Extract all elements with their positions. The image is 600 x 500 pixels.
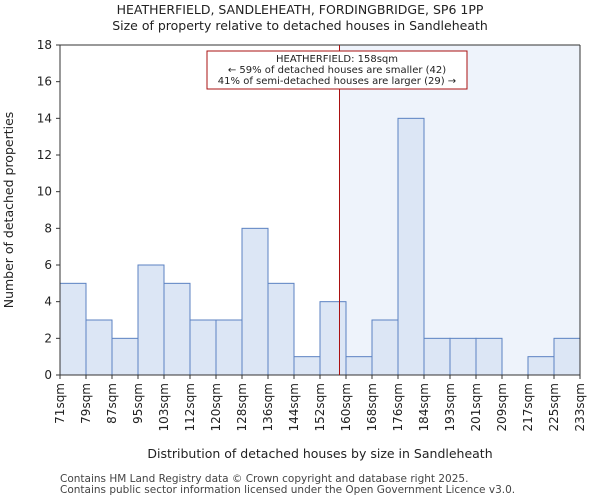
- bar: [189, 319, 217, 376]
- x-tick-label: 233sqm: [573, 383, 587, 431]
- x-tick-label: 217sqm: [521, 383, 535, 431]
- x-tick-label: 103sqm: [157, 383, 171, 431]
- bar: [371, 319, 399, 376]
- x-tick-label: 71sqm: [53, 383, 67, 424]
- bar: [267, 282, 295, 376]
- x-tick-label: 193sqm: [443, 383, 457, 431]
- x-axis-label: Distribution of detached houses by size …: [147, 446, 492, 461]
- y-tick-label: 2: [44, 331, 52, 345]
- bar: [319, 301, 347, 376]
- x-tick-label: 152sqm: [313, 383, 327, 431]
- bar: [241, 227, 269, 376]
- bar: [137, 264, 165, 376]
- y-tick-label: 12: [37, 148, 52, 162]
- y-tick-label: 14: [37, 111, 52, 125]
- x-tick-label: 112sqm: [183, 383, 197, 431]
- annotation-line-1: HEATHERFIELD: 158sqm: [276, 54, 398, 65]
- x-tick-label: 209sqm: [495, 383, 509, 431]
- y-tick-label: 0: [44, 368, 52, 382]
- bar: [215, 319, 243, 376]
- bar: [59, 282, 87, 376]
- y-tick-label: 4: [44, 295, 52, 309]
- x-tick-label: 225sqm: [547, 383, 561, 431]
- bar: [449, 337, 477, 376]
- y-axis-label: Number of detached properties: [1, 112, 16, 309]
- bar: [475, 337, 503, 376]
- annotation-box: [206, 50, 468, 90]
- bar: [163, 282, 191, 376]
- footer-line-2: Contains public sector information licen…: [60, 484, 516, 496]
- x-tick-label: 144sqm: [287, 383, 301, 431]
- bar: [293, 356, 321, 376]
- y-tick-label: 10: [37, 185, 52, 199]
- y-tick-label: 6: [44, 258, 52, 272]
- x-tick-label: 136sqm: [261, 383, 275, 431]
- x-tick-label: 176sqm: [391, 383, 405, 431]
- annotation-line-2: ← 59% of detached houses are smaller (42…: [228, 65, 446, 76]
- x-tick-label: 120sqm: [209, 383, 223, 431]
- chart-subtitle: Size of property relative to detached ho…: [112, 18, 488, 33]
- x-tick-label: 160sqm: [339, 383, 353, 431]
- bar: [527, 356, 555, 376]
- x-tick-label: 168sqm: [365, 383, 379, 431]
- bar: [111, 337, 139, 376]
- y-tick-label: 18: [37, 38, 52, 52]
- bar: [423, 337, 451, 376]
- x-tick-label: 87sqm: [105, 383, 119, 424]
- x-tick-label: 184sqm: [417, 383, 431, 431]
- y-tick-label: 8: [44, 221, 52, 235]
- x-tick-label: 201sqm: [469, 383, 483, 431]
- bar: [85, 319, 113, 376]
- x-tick-label: 128sqm: [235, 383, 249, 431]
- chart-title: HEATHERFIELD, SANDLEHEATH, FORDINGBRIDGE…: [116, 2, 484, 17]
- x-tick-label: 95sqm: [131, 383, 145, 424]
- annotation-line-3: 41% of semi-detached houses are larger (…: [218, 76, 456, 87]
- bar: [553, 337, 581, 376]
- x-tick-label: 79sqm: [79, 383, 93, 424]
- bar: [397, 117, 425, 376]
- footer-line-1: Contains HM Land Registry data © Crown c…: [60, 473, 469, 485]
- y-tick-label: 16: [37, 75, 52, 89]
- bar: [345, 356, 373, 376]
